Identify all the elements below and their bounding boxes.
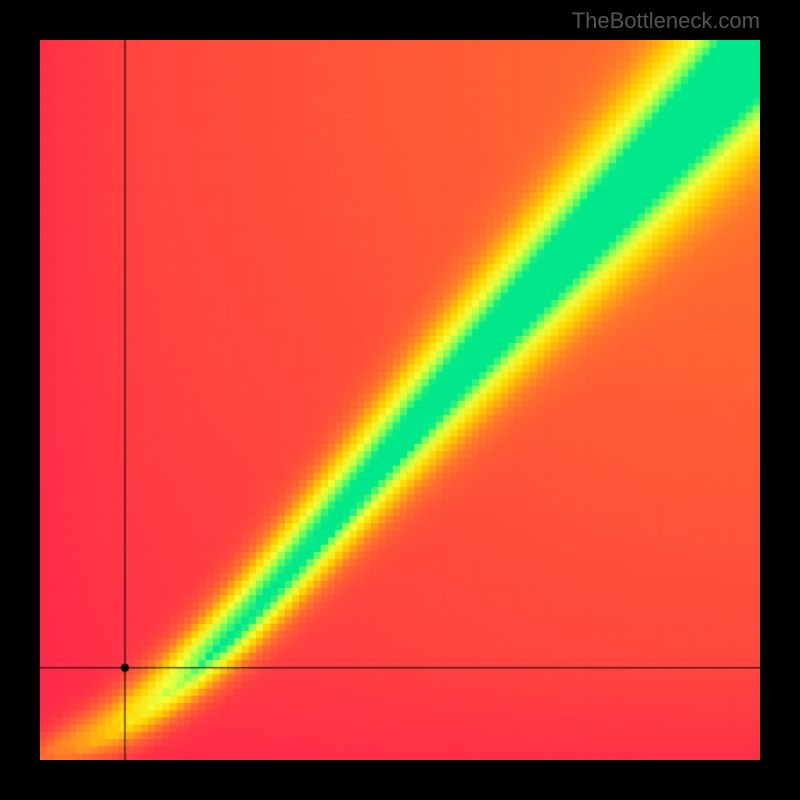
watermark-text: TheBottleneck.com [572, 8, 760, 34]
heatmap-plot [40, 40, 760, 760]
heatmap-canvas [40, 40, 760, 760]
